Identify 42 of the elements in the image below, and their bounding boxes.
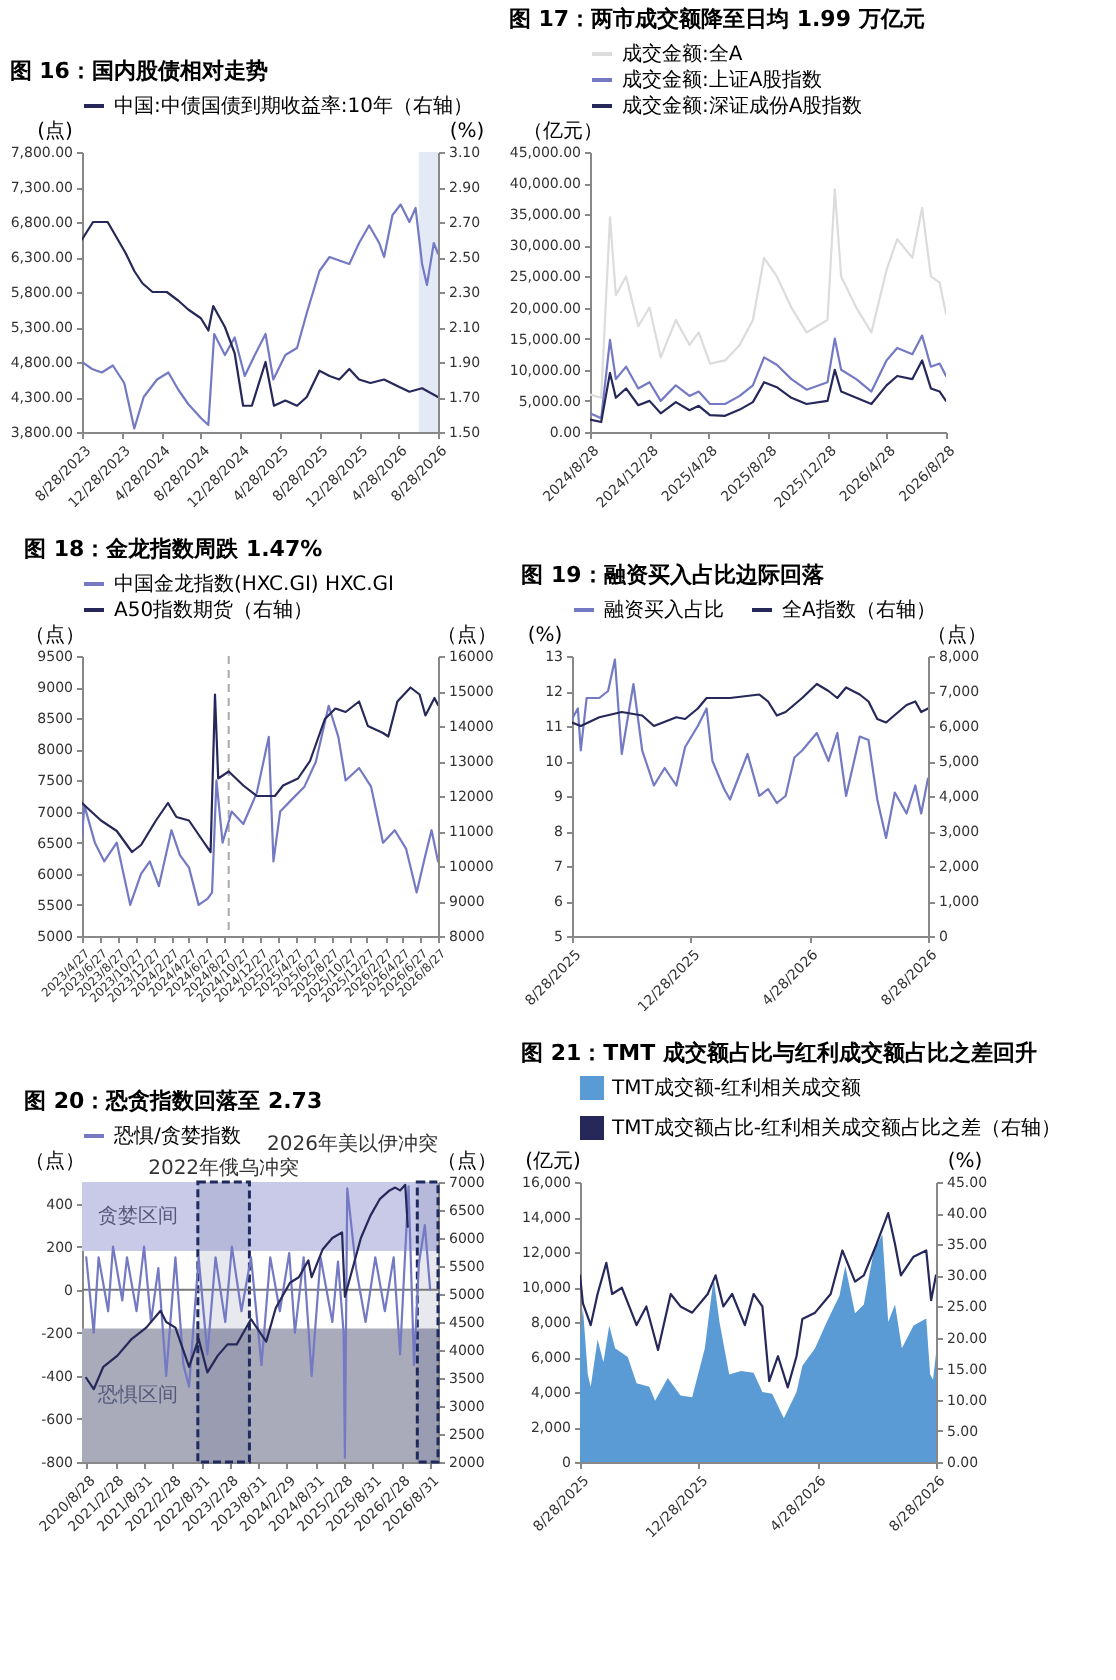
line-series xyxy=(82,220,438,407)
y2-axis-title: （点） xyxy=(437,1149,497,1173)
y2-axis-title: （点） xyxy=(927,623,987,647)
band-label: 2022年俄乌冲突 xyxy=(148,1156,300,1180)
legend-label: TMT成交额占比-红利相关成交额占比之差（右轴） xyxy=(610,1116,1061,1140)
legend-label: 融资买入占比 xyxy=(604,598,724,622)
y-axis-title: (点) xyxy=(37,119,73,143)
line-series xyxy=(590,334,946,420)
chart-title: 图 21：TMT 成交额占比与红利成交额占比之差回升 xyxy=(521,1040,1037,1066)
chart-title: 图 17：两市成交额降至日均 1.99 万亿元 xyxy=(508,6,925,32)
legend-label: 中国金龙指数(HXC.GI) HXC.GI xyxy=(114,572,394,596)
band-label: 2026年美以伊冲突 xyxy=(267,1132,438,1156)
chart-title: 图 16：国内股债相对走势 xyxy=(9,58,268,84)
line-series xyxy=(590,359,946,424)
band-label: 贪婪区间 xyxy=(98,1204,178,1229)
y2-axis-title: (%) xyxy=(947,1151,983,1173)
legend-label: 恐惧/贪婪指数 xyxy=(112,1124,241,1148)
band-label: 恐惧区间 xyxy=(96,1383,178,1408)
legend-label: A50指数期货（右轴） xyxy=(114,598,314,622)
y-axis-title: （点） xyxy=(25,1149,85,1173)
y-axis-title: （点） xyxy=(25,623,85,647)
line-series xyxy=(572,658,928,840)
y-axis-title: (亿元) xyxy=(525,1151,581,1173)
y2-axis-title: (%) xyxy=(449,121,485,143)
chart-title: 图 20：恐贪指数回落至 2.73 xyxy=(24,1088,323,1114)
legend-label: 成交金额:深证成份A股指数 xyxy=(622,94,863,118)
y-axis-title: （亿元） xyxy=(523,121,603,143)
chart-title: 图 18：金龙指数周跌 1.47% xyxy=(24,536,323,562)
line-series xyxy=(82,704,438,906)
line-series xyxy=(590,188,946,399)
y2-axis-title: （点） xyxy=(437,623,497,647)
legend-label: 成交金额:上证A股指数 xyxy=(622,68,823,92)
line-series xyxy=(580,1212,936,1389)
chart-title: 图 19：融资买入占比边际回落 xyxy=(521,562,826,588)
line-series xyxy=(82,686,438,854)
legend-label: 成交金额:全A xyxy=(622,42,743,66)
legend-label: 全A指数（右轴） xyxy=(782,598,936,622)
y-axis-title: (%) xyxy=(527,625,563,647)
legend-label: TMT成交额-红利相关成交额 xyxy=(610,1076,861,1100)
legend-label: 中国:中债国债到期收益率:10年（右轴） xyxy=(114,94,473,118)
line-series xyxy=(85,1185,432,1459)
line-series xyxy=(572,682,928,728)
